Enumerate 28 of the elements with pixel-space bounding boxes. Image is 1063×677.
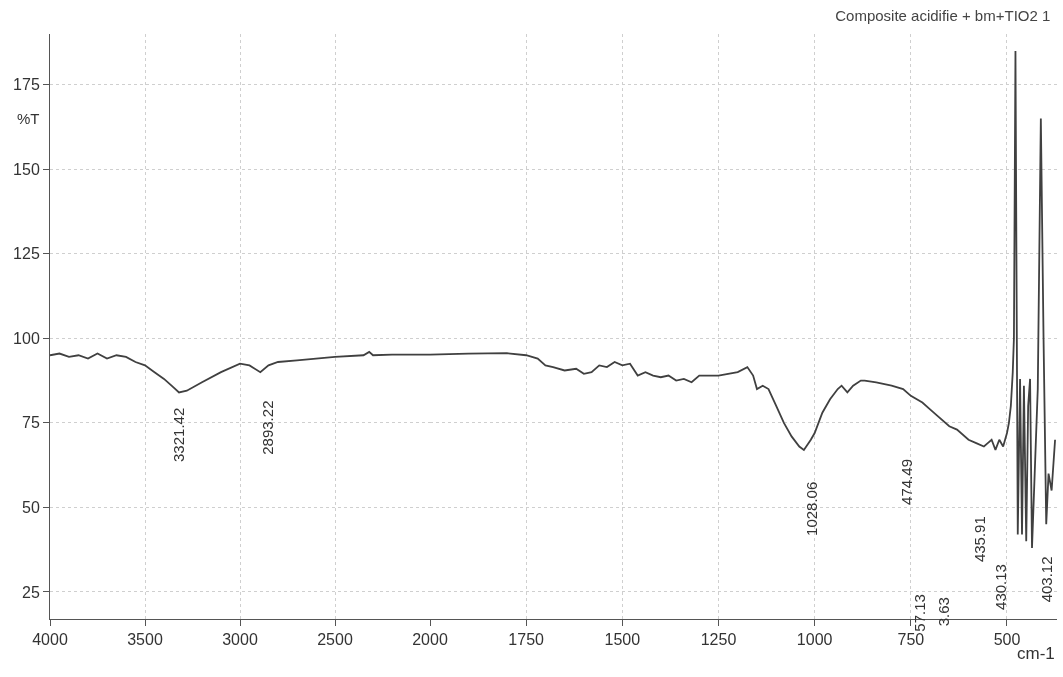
x-tick-label: 750: [897, 631, 925, 649]
annotation: 1028.06: [803, 481, 821, 536]
y-axis-title: %T: [17, 110, 40, 127]
y-tick-label: 175: [13, 76, 40, 94]
annotation: 2893.22: [259, 400, 277, 455]
x-tick-label: 1750: [508, 631, 545, 649]
annotation: 3321.42: [170, 407, 188, 462]
chart-title: Composite acidifie + bm+TIO2 1: [835, 6, 1051, 24]
y-tick-label: 50: [22, 499, 40, 517]
y-tick-label: 100: [13, 329, 40, 347]
annotation: 403.12: [1037, 556, 1055, 603]
annotation: 430.13: [991, 564, 1009, 610]
y-tick-label: 125: [13, 245, 40, 263]
y-tick-label: 150: [13, 160, 40, 178]
annotation: 57.13: [910, 594, 928, 632]
annotation: 3.63: [934, 597, 952, 627]
x-tick-label: 2500: [317, 631, 353, 649]
x-tick-label: 1500: [604, 631, 641, 649]
x-tick-label: 1250: [700, 631, 737, 649]
y-tick-label: 25: [22, 583, 40, 601]
x-tick-label: 2000: [412, 631, 448, 649]
y-tick-label: 75: [22, 414, 40, 432]
x-tick-label: 3500: [127, 631, 163, 649]
x-tick-label: 4000: [32, 631, 68, 649]
annotation: 435.91: [970, 516, 988, 563]
x-tick-label: 3000: [222, 631, 258, 649]
x-tick-label: 1000: [796, 631, 833, 649]
annotation: 474.49: [897, 459, 915, 505]
